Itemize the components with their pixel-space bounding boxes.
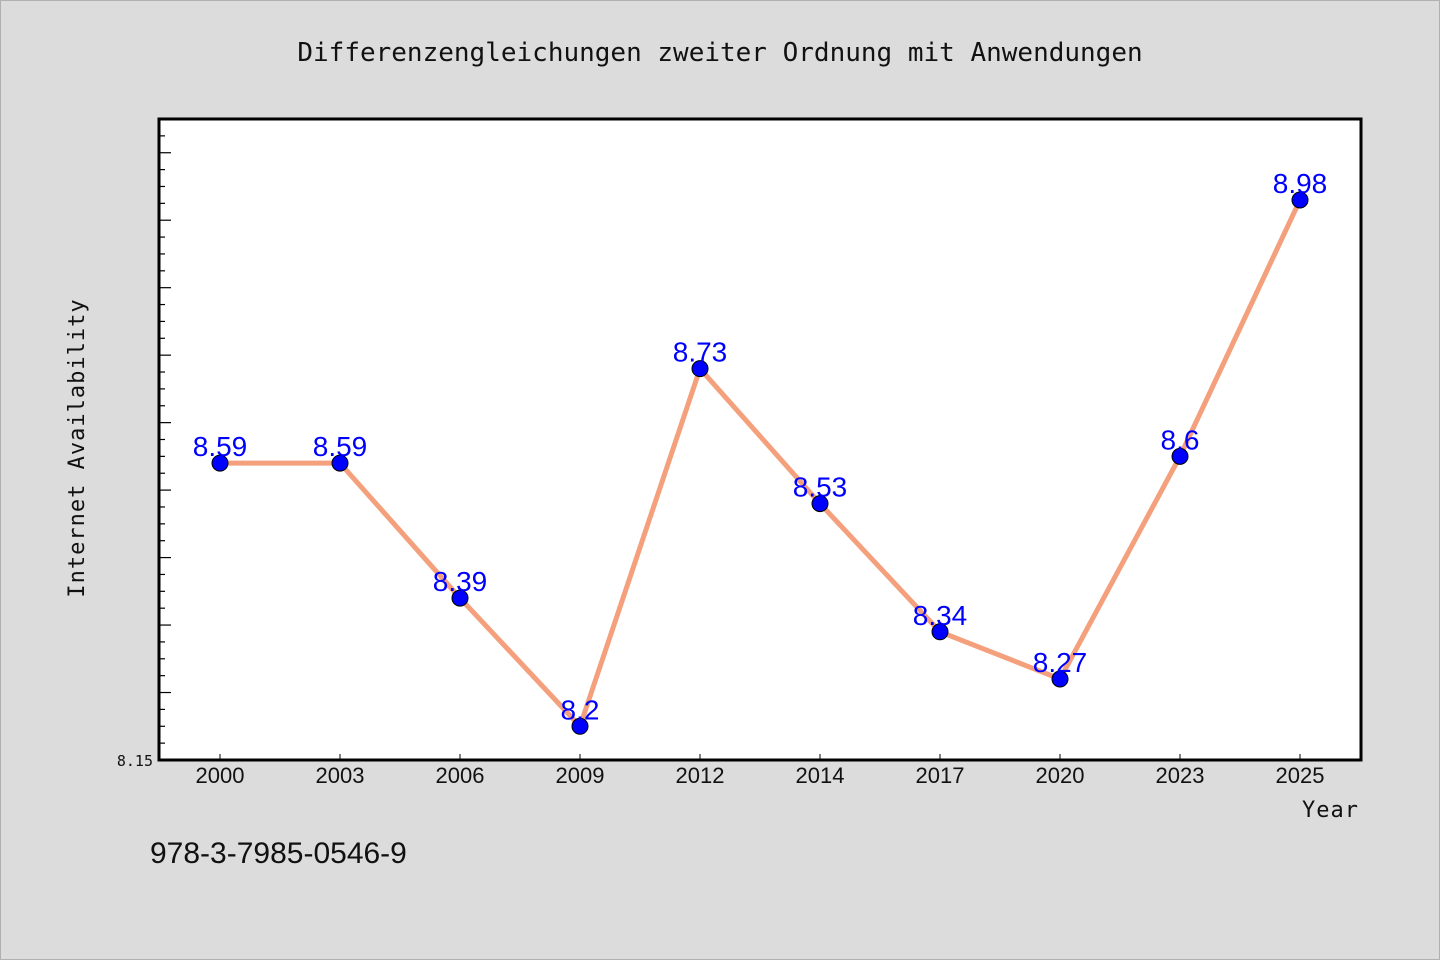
chart-title: Differenzengleichungen zweiter Ordnung m… bbox=[297, 38, 1142, 68]
x-tick-label: 2000 bbox=[196, 763, 245, 788]
x-tick-label: 2012 bbox=[676, 763, 725, 788]
series-line bbox=[217, 197, 1303, 729]
data-label: 8.34 bbox=[913, 600, 968, 631]
y-axis-ticks bbox=[159, 118, 171, 761]
data-point bbox=[1171, 447, 1189, 465]
x-tick-label: 2020 bbox=[1036, 763, 1085, 788]
data-point bbox=[571, 717, 589, 735]
x-tick-label: 2006 bbox=[436, 763, 485, 788]
data-point bbox=[811, 495, 829, 513]
y-axis-label: Internet Availability bbox=[65, 298, 90, 597]
data-label: 8.2 bbox=[561, 694, 600, 725]
y-tick-label: 8.15 bbox=[117, 752, 153, 770]
data-point bbox=[211, 454, 229, 472]
data-point bbox=[1291, 191, 1309, 209]
isbn-footer: 978-3-7985-0546-9 bbox=[150, 837, 407, 870]
data-label: 8.59 bbox=[313, 431, 368, 462]
data-label: 8.59 bbox=[193, 431, 248, 462]
x-tick-label: 2003 bbox=[316, 763, 365, 788]
data-point bbox=[1051, 670, 1069, 688]
x-tick-label: 2025 bbox=[1276, 763, 1325, 788]
x-tick-label: 2017 bbox=[916, 763, 965, 788]
data-point bbox=[931, 623, 949, 641]
data-label-layer: 8.59 8.59 8.39 8.2 8.73 8.53 8.34 8.27 8.6 8.98 bbox=[193, 168, 1328, 725]
data-point bbox=[691, 360, 709, 378]
x-tick-label: 2023 bbox=[1156, 763, 1205, 788]
data-label: 8.39 bbox=[433, 566, 488, 597]
data-label: 8.6 bbox=[1161, 424, 1200, 455]
x-axis-label: Year bbox=[1302, 798, 1359, 823]
data-label: 8.53 bbox=[793, 472, 848, 503]
data-label: 8.98 bbox=[1273, 168, 1328, 199]
data-label: 8.27 bbox=[1033, 647, 1088, 678]
x-axis-ticks: 2000 2003 2006 2009 2012 2014 2017 2020 2023 2025 bbox=[196, 754, 1325, 788]
series-layer bbox=[211, 191, 1309, 735]
data-point bbox=[331, 454, 349, 472]
data-label: 8.73 bbox=[673, 337, 728, 368]
x-tick-label: 2014 bbox=[796, 763, 845, 788]
x-tick-label: 2009 bbox=[556, 763, 605, 788]
data-point bbox=[451, 589, 469, 607]
